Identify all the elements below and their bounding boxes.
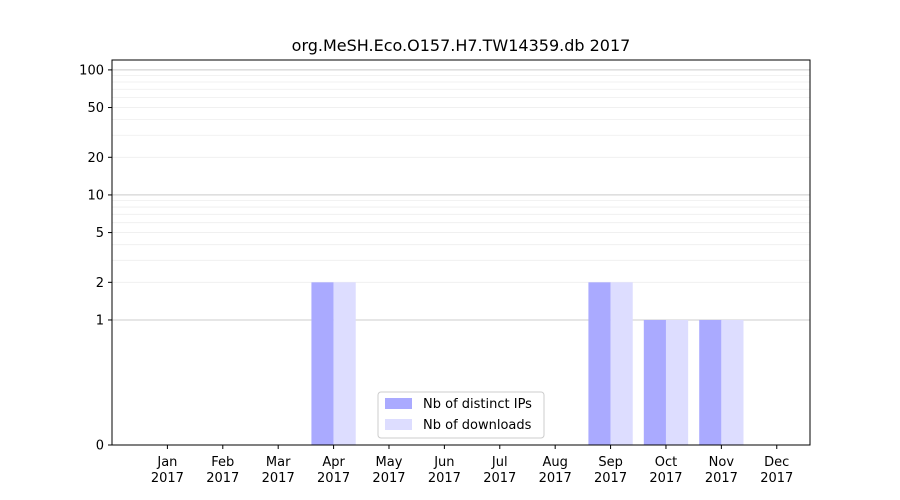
x-axis: Jan 2017 Feb 2017 Mar 2017 Apr 2017 May 2017 Jun 20… xyxy=(151,445,793,486)
y-tick-label: 2 xyxy=(96,276,104,291)
bar-downloads xyxy=(333,282,356,445)
x-tick-label: Nov 2017 xyxy=(705,455,738,486)
legend-label: Nb of downloads xyxy=(423,418,532,433)
x-tick-label: Sep 2017 xyxy=(594,455,627,486)
legend-swatch xyxy=(385,419,412,430)
y-tick-label: 20 xyxy=(87,151,104,166)
plot-frame xyxy=(111,59,811,446)
bar-downloads xyxy=(721,319,744,445)
x-tick-label: May 2017 xyxy=(372,455,405,486)
bar-distinct-ips xyxy=(588,282,611,445)
x-tick-label: Feb 2017 xyxy=(206,455,239,486)
bars xyxy=(311,282,744,445)
x-tick-label: Oct 2017 xyxy=(649,455,682,486)
grid-lines xyxy=(112,69,810,321)
bar-distinct-ips xyxy=(643,319,666,445)
bar-distinct-ips xyxy=(699,319,722,445)
bar-distinct-ips xyxy=(311,282,334,445)
bar-downloads xyxy=(610,282,633,445)
x-tick-label: Dec 2017 xyxy=(760,455,793,486)
legend-label: Nb of distinct IPs xyxy=(423,397,532,412)
y-axis: 0 1 2 5 10 20 50 100 xyxy=(79,63,112,454)
x-tick-label: Aug 2017 xyxy=(539,455,572,486)
y-tick-label: 0 xyxy=(96,439,104,454)
legend-swatch xyxy=(385,398,412,409)
x-tick-label: Jul 2017 xyxy=(483,455,516,486)
y-tick-label: 10 xyxy=(87,188,104,203)
legend-box xyxy=(377,391,545,439)
x-tick-label: Jun 2017 xyxy=(428,455,461,486)
y-tick-label: 100 xyxy=(79,63,104,78)
chart-title: org.MeSH.Eco.O157.H7.TW14359.db 2017 xyxy=(292,36,631,55)
x-tick-label: Mar 2017 xyxy=(262,455,295,486)
x-tick-label: Jan 2017 xyxy=(151,455,184,486)
y-tick-label: 1 xyxy=(96,313,104,328)
y-tick-label: 5 xyxy=(96,226,104,241)
bar-downloads xyxy=(665,319,689,445)
y-tick-label: 50 xyxy=(87,101,104,116)
legend: Nb of distinct IPs Nb of downloads xyxy=(377,391,545,439)
x-tick-label: Apr 2017 xyxy=(317,455,350,486)
